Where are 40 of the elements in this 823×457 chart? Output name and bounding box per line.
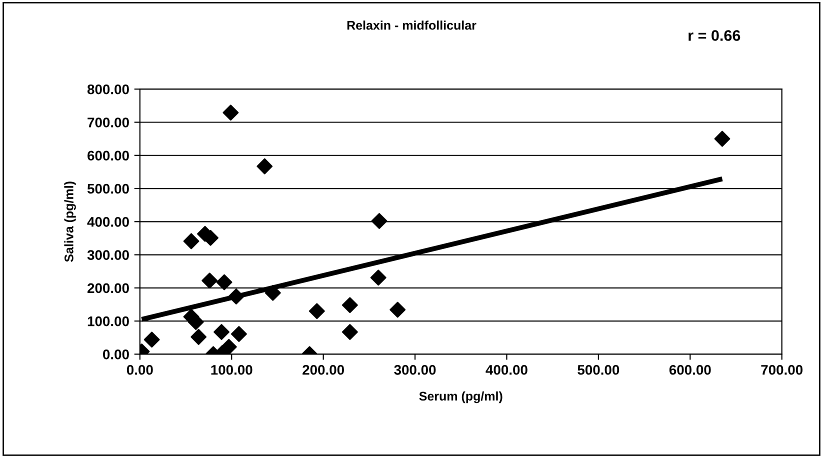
x-tick-label: 400.00 xyxy=(486,364,528,375)
y-tick-label: 100.00 xyxy=(88,316,129,326)
point xyxy=(228,288,244,305)
point xyxy=(308,303,325,320)
point xyxy=(342,324,358,340)
point xyxy=(202,272,218,289)
y-tick-label: 500.00 xyxy=(87,184,129,194)
point xyxy=(714,130,730,147)
point xyxy=(220,338,237,354)
point xyxy=(230,326,247,342)
point xyxy=(190,328,207,345)
y-tick-label: 600.00 xyxy=(88,150,129,161)
y-tick-label: 300.00 xyxy=(87,250,129,260)
y-tick-label: 0.00 xyxy=(103,350,129,360)
point xyxy=(371,213,388,229)
y-tick-label: 200.00 xyxy=(88,283,129,294)
point xyxy=(144,332,160,348)
x-tick-label: 500.00 xyxy=(578,364,620,375)
point xyxy=(256,158,273,174)
x-tick-label: 300.00 xyxy=(394,364,436,375)
x-tick-label: 700.00 xyxy=(761,364,803,375)
x-axis-title: Serum (pg/ml) xyxy=(419,391,502,404)
point xyxy=(222,104,239,121)
y-axis-title: Saliva (pg/ml) xyxy=(64,182,76,262)
point xyxy=(342,297,358,314)
text: r = 0.66 xyxy=(688,30,740,41)
point xyxy=(214,324,230,340)
y-tick-label: 400.00 xyxy=(87,216,129,227)
x-tick-label: 600.00 xyxy=(669,364,711,375)
x-tick-label: 200.00 xyxy=(302,364,344,375)
x-tick-label: 0.00 xyxy=(126,364,153,375)
y-tick-label: 800.00 xyxy=(87,84,129,94)
point xyxy=(183,233,200,250)
y-tick-label: 700.00 xyxy=(88,118,129,128)
chart-title: Relaxin - midfollicular xyxy=(347,20,476,30)
x-tick-label: 100.00 xyxy=(211,364,252,375)
point xyxy=(216,274,232,290)
point xyxy=(370,270,386,286)
point xyxy=(390,302,406,318)
point xyxy=(264,284,281,301)
